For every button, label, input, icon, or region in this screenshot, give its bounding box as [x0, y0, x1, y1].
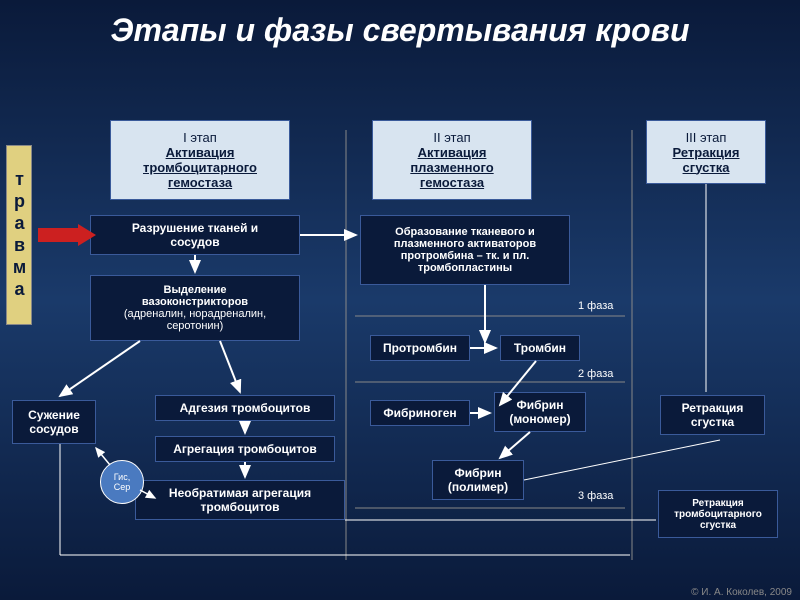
adhesion-box: Адгезия тромбоцитов: [155, 395, 335, 421]
fibpol-line2: (полимер): [448, 480, 508, 494]
trauma-box: травма: [6, 145, 32, 325]
prothrombin-box: Протромбин: [370, 335, 470, 361]
stage2-line4: гемостаза: [420, 175, 484, 190]
stage1-line3: тромбоцитарного: [143, 160, 257, 175]
vaso-line4: серотонин): [167, 320, 224, 332]
retr-line1: Ретракция: [682, 401, 744, 415]
tretr-line2: тромбоцитарного: [674, 509, 762, 520]
thrombin-box: Тромбин: [500, 335, 580, 361]
fibmon-line2: (мономер): [509, 412, 570, 426]
vasoconstriction-text: Сужение сосудов: [19, 408, 89, 436]
fibrinogen-box: Фибриноген: [370, 400, 470, 426]
stage2-line3: плазменного: [410, 160, 493, 175]
page-title: Этапы и фазы свертывания крови: [0, 0, 800, 57]
phase2-label: 2 фаза: [578, 368, 613, 380]
stage1-line2: Активация: [166, 145, 235, 160]
fibpol-line1: Фибрин: [455, 466, 502, 480]
tissue-destruction-box: Разрушение тканей и сосудов: [90, 215, 300, 255]
aggregation-text: Агрегация тромбоцитов: [173, 442, 316, 456]
thromb-line4: тромбопластины: [418, 262, 512, 274]
prothrombin-text: Протромбин: [383, 341, 457, 355]
irreversible-box: Необратимая агрегация тромбоцитов: [135, 480, 345, 520]
thromb-line3: протромбина – тк. и пл.: [401, 250, 530, 262]
irr-line1: Необратимая агрегация: [169, 486, 311, 500]
fibrin-polymer-box: Фибрин (полимер): [432, 460, 524, 500]
stage2-line1: II этап: [433, 130, 470, 145]
circle-line1: Гис,: [114, 472, 130, 482]
tissue-line1: Разрушение тканей и: [132, 221, 258, 235]
fibrinogen-text: Фибриноген: [383, 406, 456, 420]
stage1-box: I этап Активация тромбоцитарного гемоста…: [110, 120, 290, 200]
stage3-box: III этап Ретракция сгустка: [646, 120, 766, 184]
fibmon-line1: Фибрин: [517, 398, 564, 412]
vaso-line2: вазоконстрикторов: [142, 296, 248, 308]
stage3-line1: III этап: [686, 130, 727, 145]
his-ser-circle: Гис, Сер: [100, 460, 144, 504]
thromb-line1: Образование тканевого и: [395, 226, 535, 238]
stage2-line2: Активация: [418, 145, 487, 160]
phase3-label: 3 фаза: [578, 490, 613, 502]
stage3-line3: сгустка: [683, 160, 730, 175]
circle-line2: Сер: [114, 482, 131, 492]
trauma-label: травма: [9, 169, 30, 301]
stage1-line4: гемостаза: [168, 175, 232, 190]
irr-line2: тромбоцитов: [200, 500, 279, 514]
vasoconstrictors-box: Выделение вазоконстрикторов (адреналин, …: [90, 275, 300, 341]
aggregation-box: Агрегация тромбоцитов: [155, 436, 335, 462]
thromboplastin-box: Образование тканевого и плазменного акти…: [360, 215, 570, 285]
tissue-line2: сосудов: [170, 235, 219, 249]
stage2-box: II этап Активация плазменного гемостаза: [372, 120, 532, 200]
phase1-label: 1 фаза: [578, 300, 613, 312]
adhesion-text: Адгезия тромбоцитов: [180, 401, 311, 415]
retr-line2: сгустка: [691, 415, 734, 429]
tretr-line3: сгустка: [700, 520, 736, 531]
thrombin-text: Тромбин: [514, 341, 566, 355]
stage1-line1: I этап: [183, 130, 217, 145]
retraction-box: Ретракция сгустка: [660, 395, 765, 435]
vasoconstriction-box: Сужение сосудов: [12, 400, 96, 444]
thromb-line2: плазменного активаторов: [394, 238, 536, 250]
thromb-retraction-box: Ретракция тромбоцитарного сгустка: [658, 490, 778, 538]
stage3-line2: Ретракция: [672, 145, 739, 160]
vaso-line1: Выделение: [164, 284, 227, 296]
vaso-line3: (адреналин, норадреналин,: [124, 308, 266, 320]
tretr-line1: Ретракция: [692, 498, 744, 509]
copyright-text: © И. А. Коколев, 2009: [691, 587, 792, 598]
fibrin-monomer-box: Фибрин (мономер): [494, 392, 586, 432]
